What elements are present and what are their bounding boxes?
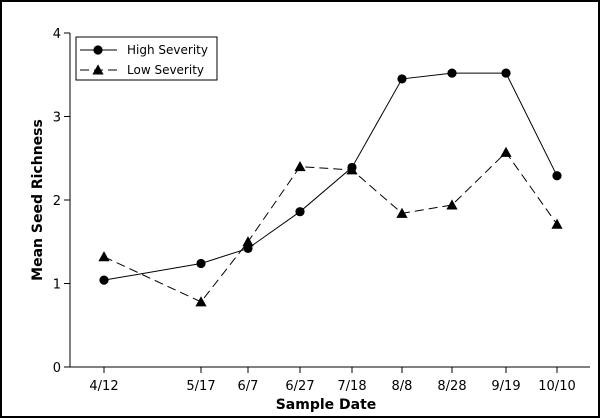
data-point-triangle [346, 164, 358, 175]
y-tick-label: 3 [53, 111, 61, 126]
legend-marker-triangle [92, 64, 104, 75]
x-tick-label: 7/18 [337, 379, 366, 394]
x-tick-label: 5/17 [186, 379, 215, 394]
x-tick-label: 6/7 [238, 379, 259, 394]
data-point-circle [295, 207, 305, 217]
legend-label: Low Severity [127, 63, 204, 77]
data-point-triangle [98, 251, 110, 262]
x-tick-label: 6/27 [285, 379, 314, 394]
data-point-circle [447, 68, 457, 78]
y-tick-label: 1 [53, 278, 61, 293]
y-tick-label: 2 [53, 194, 61, 209]
axes [69, 33, 590, 368]
data-point-triangle [195, 296, 207, 307]
x-axis-title: Sample Date [276, 397, 377, 413]
data-point-circle [99, 275, 109, 285]
x-tick-label: 8/28 [437, 379, 466, 394]
y-tick-label: 0 [53, 361, 61, 376]
series-line [103, 151, 558, 303]
data-point-triangle [396, 207, 408, 218]
data-point-triangle [446, 199, 458, 210]
x-ticks: 4/12 5/17 6/7 6/27 7/18 8/8 8/28 9/19 10/10 [89, 367, 576, 394]
series-layer [98, 68, 563, 307]
y-tick-label: 4 [53, 27, 61, 42]
series-low-severity [98, 146, 563, 307]
x-tick-label: 8/8 [392, 379, 413, 394]
data-point-circle [552, 171, 562, 181]
data-point-circle [196, 258, 206, 269]
y-axis-title: Mean Seed Richness [30, 119, 46, 281]
data-point-triangle [294, 161, 306, 172]
data-point-triangle [551, 218, 563, 229]
y-ticks: 0 1 2 3 4 [53, 27, 70, 376]
series-high-severity [99, 68, 562, 285]
data-point-triangle [500, 146, 512, 157]
legend-label: High Severity [127, 43, 208, 57]
x-tick-label: 4/12 [89, 379, 118, 394]
series-line [103, 72, 558, 281]
legend: High Severity Low Severity [75, 36, 218, 81]
legend-entries: High Severity Low Severity [80, 43, 208, 77]
x-tick-label: 10/10 [538, 379, 575, 394]
x-tick-label: 9/19 [491, 379, 520, 394]
data-point-circle [397, 74, 407, 84]
legend-marker-circle [93, 45, 103, 55]
data-point-triangle [242, 236, 254, 247]
data-point-circle [501, 68, 511, 78]
